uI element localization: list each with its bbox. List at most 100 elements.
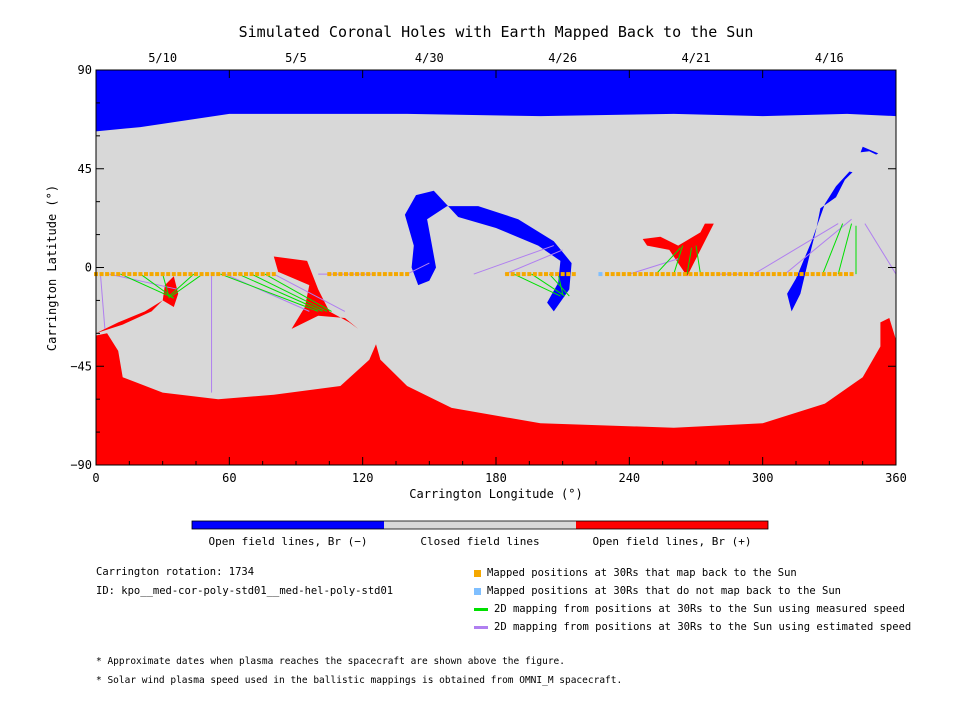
x-axis-label: Carrington Longitude (°) [409,487,582,501]
mapped-point [660,272,665,277]
estimated-speed-line-1 [109,273,179,290]
mapped-point [377,272,382,277]
legend-label: Mapped positions at 30Rs that do not map… [487,585,842,597]
closed-field-island-0 [838,151,888,174]
mapped-point [805,272,810,277]
mapped-point [766,272,771,277]
mapped-point [349,272,354,277]
mapped-points [94,272,854,277]
legend-measured-line-marker [474,607,488,611]
mapped-point [816,272,821,277]
footnote-speed: * Solar wind plasma speed used in the ba… [96,675,623,686]
legend-label: Mapped positions at 30Rs that map back t… [487,567,797,579]
mapped-point [621,272,626,277]
colorbar-label: Open field lines, Br (−) [209,535,368,548]
measured-speed-line-3 [168,273,195,297]
top-date-label: 4/21 [682,51,711,65]
x-tick-label: 0 [92,471,99,485]
x-tick-label: 180 [485,471,507,485]
x-tick-label: 300 [752,471,774,485]
legend-label: 2D mapping from positions at 30Rs to the… [494,603,905,615]
mapped-point [694,272,698,277]
mapped-point [610,272,615,277]
measured-speed-line-0 [120,273,174,299]
mapped-point [544,272,548,277]
mapped-point [338,272,343,277]
mapped-point [405,272,410,277]
measured-speed-line-13 [655,247,681,275]
mapped-point [782,272,787,277]
y-tick-label: 45 [78,162,92,176]
colorbar: Open field lines, Br (−) Closed field lin… [191,520,769,548]
mapped-point [232,272,237,277]
mapped-point [677,272,682,277]
top-date-label: 5/10 [148,51,177,65]
y-tick-label: 90 [78,63,92,77]
estimated-speed-line-11 [753,223,839,275]
y-axis-label: Carrington Latitude (°) [45,185,59,351]
measured-speed-line-2 [162,273,170,299]
mapped-point [744,272,748,277]
mapped-point [549,272,554,277]
estimated-speed-line-9 [629,258,679,275]
estimated-speed-line-8 [504,249,563,275]
legend-item-estimated: 2D mapping from positions at 30Rs to the… [474,620,911,634]
mapped-point [638,272,643,277]
mapped-point [132,272,137,277]
carrington-rotation-text: Carrington rotation: 1734 [96,566,255,578]
mapped-point [116,272,121,277]
measured-speed-line-9 [513,273,561,297]
colorbar-segment [576,521,768,529]
mapped-point [838,272,843,277]
legend-mapped-square-marker [474,569,481,577]
estimated-speed-line-13 [864,223,897,275]
mapped-point [571,272,576,277]
top-date-label: 4/16 [815,51,844,65]
colorbar-label: Open field lines, Br (+) [593,535,752,548]
y-tick-label: 0 [85,261,92,275]
mapped-point [827,272,832,277]
estimated-speed-line-4 [273,273,346,312]
measured-speed-line-6 [238,273,323,312]
mapped-point [771,272,776,277]
mapped-point [727,272,732,277]
mapped-point [171,272,176,277]
estimated-speed-line-6 [406,262,430,275]
mapped-point [799,272,804,277]
mapped-point [121,272,126,277]
mapped-point [188,272,193,277]
estimated-speed-line-0 [99,274,106,329]
measured-speed-line-4 [171,273,203,297]
legend-unmapped-square-marker [474,587,481,595]
positive-coronal-hole-2 [162,276,179,307]
x-tick-label: 240 [618,471,640,485]
negative-coronal-hole-2 [404,190,572,312]
mapped-point [699,272,704,277]
positive-coronal-hole-0 [96,318,896,465]
mapped-point [738,272,743,277]
mapped-point [388,272,393,277]
y-tick-label: −90 [70,458,92,472]
mapped-point [260,272,265,277]
mapped-point [344,272,348,277]
mapped-point [182,272,187,277]
mapped-point [210,272,215,277]
mapped-point [794,272,798,277]
mapped-point [360,272,365,277]
colorbar-label: Closed field lines [420,535,539,548]
mapped-point [532,272,537,277]
mapped-point [560,272,565,277]
footnote-dates: * Approximate dates when plasma reaches … [96,656,565,667]
legend-item-measured: 2D mapping from positions at 30Rs to the… [474,602,905,616]
mapped-point [199,272,204,277]
measured-speed-line-14 [673,245,684,275]
mapped-point [832,272,837,277]
mapped-point [749,272,754,277]
mapped-point [655,272,660,277]
measured-speed-line-16 [695,245,701,275]
mapped-point [777,272,782,277]
x-tick-label: 360 [885,471,907,485]
positive-coronal-hole-1 [273,256,359,329]
mapped-point [605,272,610,277]
